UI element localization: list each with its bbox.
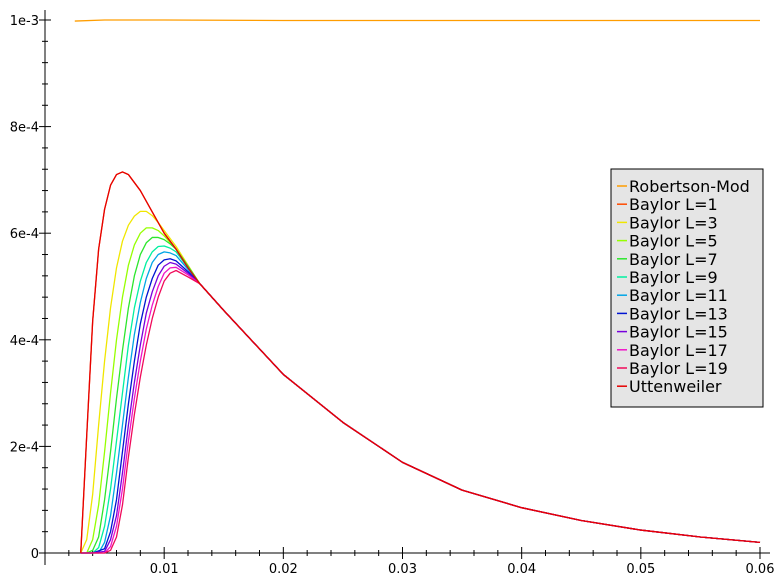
legend-label: Baylor L=5 [629, 232, 718, 251]
legend-label: Baylor L=9 [629, 268, 718, 287]
legend-label: Uttenweiler [629, 377, 722, 396]
legend-label: Robertson-Mod [629, 177, 750, 196]
series-line-uttenweiler [80, 171, 761, 554]
y-tick-label: 4e-4 [10, 334, 39, 349]
legend-box [610, 168, 764, 408]
series-layer [74, 19, 761, 554]
y-tick-label: 6e-4 [10, 227, 39, 242]
y-tick-label: 0 [31, 547, 39, 562]
x-tick-label: 0.01 [150, 562, 179, 577]
x-tick-label: 0.02 [269, 562, 298, 577]
x-tick-label: 0.06 [746, 562, 775, 577]
y-tick-label: 8e-4 [10, 121, 39, 136]
legend-label: Baylor L=19 [629, 359, 728, 378]
legend-label: Baylor L=11 [629, 286, 728, 305]
series-line-robertson-mod [74, 19, 760, 22]
x-tick-label: 0.04 [507, 562, 536, 577]
y-tick-label: 2e-4 [10, 440, 39, 455]
x-tick-label: 0.05 [626, 562, 655, 577]
legend-label: Baylor L=15 [629, 323, 728, 342]
axes: 0.01 0.02 0.03 0.04 0.05 0.06 0 2e-4 4e-4 6e-4 8e-… [10, 10, 775, 577]
y-tick-label: 1e-3 [10, 14, 39, 29]
legend-label: Baylor L=3 [629, 213, 718, 232]
legend-label: Baylor L=17 [629, 341, 728, 360]
x-tick-label: 0.03 [388, 562, 417, 577]
legend-label: Baylor L=13 [629, 304, 728, 323]
legend-label: Baylor L=1 [629, 195, 718, 214]
legend-label: Baylor L=7 [629, 250, 718, 269]
